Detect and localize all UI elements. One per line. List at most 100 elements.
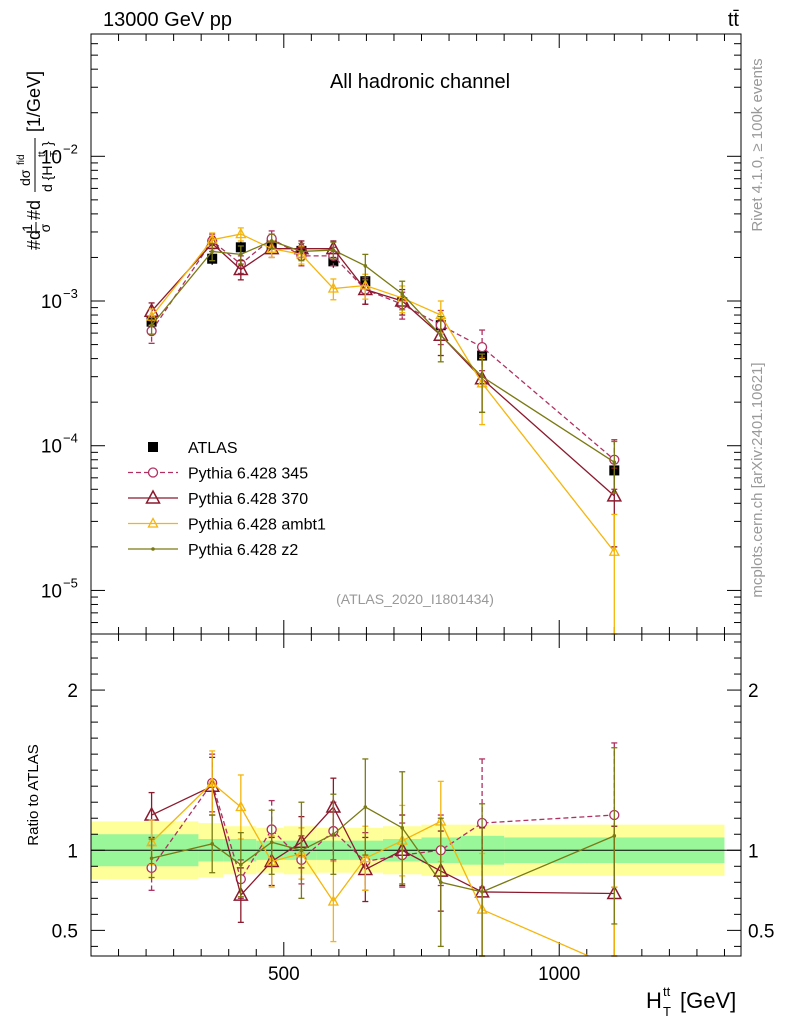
y-main-tick-label-3: 10 [41, 147, 62, 168]
ratio-panel: 0.5 0.5 1 1 2 2 [52, 633, 774, 957]
main-point-4-1 [210, 249, 214, 254]
main-point-2-10 [606, 487, 623, 502]
xlabel-unit: [GeV] [680, 988, 736, 1013]
y-ratio-tick-label-right-1: 1 [748, 841, 759, 862]
ylabel-frac2-den-sub: T [49, 151, 60, 157]
legend-label-1: Pythia 6.428 345 [188, 466, 308, 483]
main-point-4-9 [480, 374, 484, 379]
main-point-4-7 [400, 292, 405, 296]
ylabel-frac1-num: 1 [19, 224, 35, 232]
x-axis-label: H tt T [GeV] [646, 984, 736, 1019]
legend: ATLAS Pythia 6.428 345 Pythia 6.428 370 Pyt… [128, 440, 326, 559]
main-line-series-4 [151, 240, 615, 463]
ylabel-unit: [1/GeV] [24, 71, 44, 132]
y-main-tick-exp-3: −2 [63, 141, 78, 156]
legend-marker-2 [145, 489, 161, 504]
y-main-tick-exp-1: −4 [63, 431, 78, 446]
legend-marker-0 [148, 442, 158, 452]
ratio-axis-ticks: 0.5 0.5 1 1 2 2 [52, 641, 774, 947]
main-point-3-2 [235, 227, 247, 239]
ratio-point-4-9 [480, 890, 484, 894]
x-tick-labels: 500 1000 [268, 964, 580, 985]
x-tick-label-0: 500 [268, 964, 300, 985]
main-panel: 10−510−410−310−2 All hadronic channel (A… [41, 33, 742, 956]
y-axis-label-main: #d 1 σ #d dσ fid d {H tt T } [1/GeV] [16, 71, 60, 250]
ratio-point-4-10 [612, 834, 617, 838]
main-line-series-2 [151, 242, 615, 497]
main-point-3-3 [266, 242, 278, 253]
legend-marker-3 [147, 517, 159, 528]
main-point-4-0 [149, 323, 154, 328]
process-label: tt̄ [728, 9, 740, 31]
main-point-0-5 [328, 256, 339, 267]
y-main-tick-exp-2: −3 [63, 286, 78, 301]
ylabel-frac1-den: σ [37, 223, 53, 232]
legend-label-3: Pythia 6.428 ambt1 [188, 517, 326, 534]
legend-marker-4 [151, 547, 155, 551]
ratio-point-4-4 [299, 848, 304, 853]
legend-label-4: Pythia 6.428 z2 [188, 542, 298, 559]
ratio-point-3-2 [235, 800, 247, 812]
side-label-bottom: mcplots.cern.ch [arXiv:2401.10621] [749, 362, 766, 597]
main-point-2-2 [233, 260, 249, 276]
y-axis-label-ratio: Ratio to ATLAS [25, 744, 42, 845]
ratio-uncertainty-band [91, 821, 741, 880]
ratio-point-4-7 [400, 826, 405, 830]
xlabel-sub: T [663, 1004, 671, 1019]
ratio-series-layer [143, 742, 623, 957]
y-main-tick-label-1: 10 [41, 437, 62, 458]
legend-marker-1 [147, 467, 159, 478]
y-ratio-tick-label-right-2: 2 [748, 681, 759, 702]
ratio-point-4-3 [269, 840, 274, 845]
side-label-top: Rivet 4.1.0, ≥ 100k events [749, 58, 766, 231]
main-series-layer [143, 227, 623, 635]
chart-title: All hadronic channel [330, 71, 510, 93]
xlabel-base: H [646, 988, 662, 1013]
legend-label-0: ATLAS [188, 440, 238, 457]
ratio-point-4-1 [210, 842, 214, 846]
ylabel-frac2-sup: fid [16, 154, 27, 165]
y-ratio-tick-label-left-1: 1 [67, 841, 78, 862]
legend-label-2: Pythia 6.428 370 [188, 491, 308, 508]
ratio-point-4-5 [331, 832, 336, 837]
ratio-point-4-6 [363, 805, 368, 809]
main-point-3-10 [608, 545, 620, 556]
ratio-point-4-0 [149, 856, 154, 861]
main-point-4-4 [299, 249, 304, 254]
y-ratio-tick-label-left-2: 2 [67, 681, 78, 702]
y-ratio-tick-label-left-0: 0.5 [52, 921, 78, 942]
main-point-1-9 [476, 341, 488, 353]
ratio-point-3-6 [359, 851, 371, 863]
main-point-4-6 [363, 264, 368, 268]
main-line-series-1 [151, 237, 615, 461]
ratio-point-4-2 [239, 862, 243, 867]
ylabel-frac2-den-sup: tt [37, 151, 48, 157]
ylabel-frac2-num: dσ [17, 169, 33, 186]
main-point-4-2 [239, 252, 243, 257]
y-main-tick-label-2: 10 [41, 292, 62, 313]
analysis-tag: (ATLAS_2020_I1801434) [336, 591, 494, 607]
ylabel-prefix: #d [24, 230, 44, 250]
ratio-point-4-8 [438, 880, 443, 885]
y-main-tick-label-0: 10 [41, 581, 62, 602]
main-point-4-8 [438, 333, 443, 338]
ylabel-frac2-den-close: } [39, 141, 55, 146]
y-main-tick-exp-0: −5 [63, 575, 78, 590]
main-point-4-10 [612, 460, 617, 464]
ylabel-mid: #d [24, 200, 44, 220]
x-tick-label-1: 1000 [538, 964, 580, 985]
y-ratio-tick-label-right-0: 0.5 [748, 921, 774, 942]
main-point-3-6 [359, 279, 371, 290]
ratio-point-3-1 [206, 776, 218, 788]
main-point-3-5 [327, 282, 339, 293]
ylabel-frac2-den: d {H [39, 166, 55, 192]
main-point-4-5 [331, 248, 336, 252]
beam-label: 13000 GeV pp [103, 9, 232, 31]
ratio-point-2-2 [233, 886, 249, 901]
ratio-frame [90, 633, 742, 957]
xlabel-sup: tt [663, 984, 671, 999]
main-point-4-3 [269, 239, 274, 243]
svg-text:#d: #d [24, 230, 44, 250]
ratio-point-3-5 [327, 895, 339, 906]
